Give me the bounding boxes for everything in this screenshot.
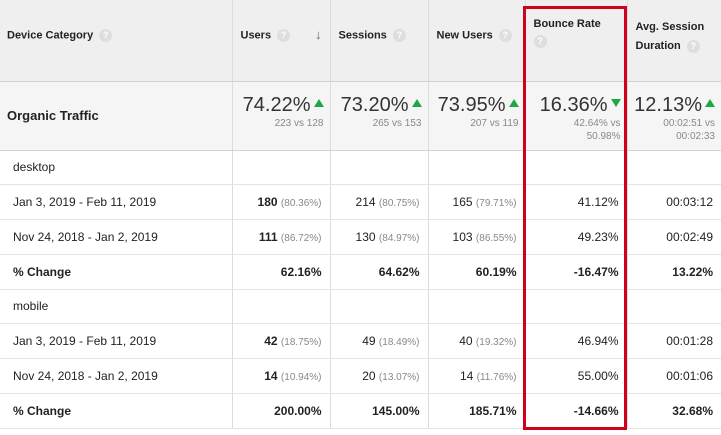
- avg-session-cell: 00:01:06: [627, 358, 721, 394]
- sessions-label: Sessions: [338, 29, 387, 42]
- users-label: Users: [240, 29, 272, 42]
- new-users-change: 185.71%: [428, 393, 526, 429]
- summary-users-value: 74.22%: [242, 93, 311, 116]
- device-category-label: Device Category: [7, 29, 94, 42]
- trend-up-icon: [411, 99, 422, 108]
- sessions-cell: 49 (18.49%): [330, 323, 429, 359]
- users-cell: 111 (86.72%): [232, 219, 331, 255]
- new-users-cell: 103 (86.55%): [428, 219, 526, 255]
- summary-users: 74.22% 223 vs 128: [232, 81, 331, 151]
- period-label: Jan 3, 2019 - Feb 11, 2019: [0, 323, 233, 359]
- sort-descending-icon[interactable]: ↓: [315, 27, 322, 42]
- help-icon[interactable]: ?: [686, 39, 700, 53]
- group-row-mobile: mobile: [0, 289, 721, 324]
- new-users-change: 60.19%: [428, 254, 526, 290]
- bounce-rate-cell: 55.00%: [525, 358, 628, 394]
- change-row: % Change 200.00% 145.00% 185.71% -14.66%…: [0, 393, 721, 429]
- summary-avg-session-compare-1: 00:02:51 vs: [663, 117, 715, 129]
- trend-up-icon: [313, 99, 324, 108]
- sessions-cell: 20 (13.07%): [330, 358, 429, 394]
- summary-avg-session-value: 12.13%: [634, 93, 702, 116]
- summary-new-users-compare: 207 vs 119: [470, 117, 519, 129]
- avg-session-cell: 00:03:12: [627, 184, 721, 220]
- table-row: Nov 24, 2018 - Jan 2, 2019 14 (10.94%) 2…: [0, 358, 721, 394]
- group-row-desktop: desktop: [0, 150, 721, 185]
- users-cell: 180 (80.36%): [232, 184, 331, 220]
- summary-new-users: 73.95% 207 vs 119: [428, 81, 526, 151]
- summary-users-compare: 223 vs 128: [274, 117, 324, 129]
- summary-avg-session-compare-2: 00:02:33: [676, 130, 715, 142]
- help-icon[interactable]: ?: [99, 29, 113, 42]
- summary-sessions: 73.20% 265 vs 153: [330, 81, 429, 151]
- help-icon[interactable]: ?: [392, 29, 406, 42]
- header-row: Device Category? Users? ↓ Sessions? New …: [0, 0, 721, 82]
- change-label: % Change: [0, 254, 233, 290]
- avg-session-change: 32.68%: [627, 393, 721, 429]
- period-label: Jan 3, 2019 - Feb 11, 2019: [0, 184, 233, 220]
- help-icon[interactable]: ?: [498, 29, 512, 42]
- header-new-users[interactable]: New Users?: [428, 0, 526, 82]
- group-label: mobile: [0, 289, 233, 324]
- table-row: Jan 3, 2019 - Feb 11, 2019 180 (80.36%) …: [0, 184, 721, 220]
- summary-bounce-rate-compare-2: 50.98%: [586, 130, 621, 142]
- bounce-rate-change: -16.47%: [525, 254, 628, 290]
- summary-bounce-rate-compare-1: 42.64% vs: [573, 117, 621, 129]
- change-label: % Change: [0, 393, 233, 429]
- avg-session-label-line2: Duration: [635, 40, 681, 52]
- sessions-cell: 214 (80.75%): [330, 184, 429, 220]
- sessions-change: 145.00%: [330, 393, 429, 429]
- trend-up-icon: [508, 99, 519, 108]
- summary-label: Organic Traffic: [0, 81, 233, 151]
- users-change: 62.16%: [232, 254, 331, 290]
- header-bounce-rate[interactable]: Bounce Rate ?: [525, 0, 628, 82]
- header-users[interactable]: Users? ↓: [232, 0, 331, 82]
- bounce-rate-change: -14.66%: [525, 393, 628, 429]
- new-users-cell: 40 (19.32%): [428, 323, 526, 359]
- avg-session-cell: 00:02:49: [627, 219, 721, 255]
- header-sessions[interactable]: Sessions?: [330, 0, 429, 82]
- header-device-category[interactable]: Device Category?: [0, 0, 233, 82]
- trend-down-icon: [610, 99, 621, 108]
- users-change: 200.00%: [232, 393, 331, 429]
- table-row: Jan 3, 2019 - Feb 11, 2019 42 (18.75%) 4…: [0, 323, 721, 359]
- header-avg-session-duration[interactable]: Avg. Session Duration?: [627, 0, 721, 82]
- users-cell: 14 (10.94%): [232, 358, 331, 394]
- bounce-rate-cell: 49.23%: [525, 219, 628, 255]
- period-label: Nov 24, 2018 - Jan 2, 2019: [0, 219, 233, 255]
- help-icon[interactable]: ?: [277, 29, 291, 42]
- avg-session-change: 13.22%: [627, 254, 721, 290]
- summary-sessions-compare: 265 vs 153: [372, 117, 422, 129]
- summary-sessions-value: 73.20%: [340, 93, 409, 116]
- summary-bounce-rate-value: 16.36%: [539, 93, 608, 116]
- avg-session-label-line1: Avg. Session: [635, 21, 705, 33]
- new-users-cell: 14 (11.76%): [428, 358, 526, 394]
- new-users-label: New Users: [436, 29, 493, 42]
- table-row: Nov 24, 2018 - Jan 2, 2019 111 (86.72%) …: [0, 219, 721, 255]
- period-label: Nov 24, 2018 - Jan 2, 2019: [0, 358, 233, 394]
- bounce-rate-label: Bounce Rate: [533, 18, 601, 30]
- sessions-change: 64.62%: [330, 254, 429, 290]
- new-users-cell: 165 (79.71%): [428, 184, 526, 220]
- trend-up-icon: [705, 99, 715, 108]
- bounce-rate-cell: 46.94%: [525, 323, 628, 359]
- change-row: % Change 62.16% 64.62% 60.19% -16.47% 13…: [0, 254, 721, 290]
- bounce-rate-cell: 41.12%: [525, 184, 628, 220]
- summary-new-users-value: 73.95%: [437, 93, 506, 116]
- summary-row: Organic Traffic 74.22% 223 vs 128 73.20%…: [0, 81, 721, 151]
- summary-avg-session: 12.13% 00:02:51 vs 00:02:33: [627, 81, 721, 151]
- summary-bounce-rate: 16.36% 42.64% vs 50.98%: [525, 81, 628, 151]
- help-icon[interactable]: ?: [533, 35, 547, 48]
- users-cell: 42 (18.75%): [232, 323, 331, 359]
- avg-session-cell: 00:01:28: [627, 323, 721, 359]
- sessions-cell: 130 (84.97%): [330, 219, 429, 255]
- group-label: desktop: [0, 150, 233, 185]
